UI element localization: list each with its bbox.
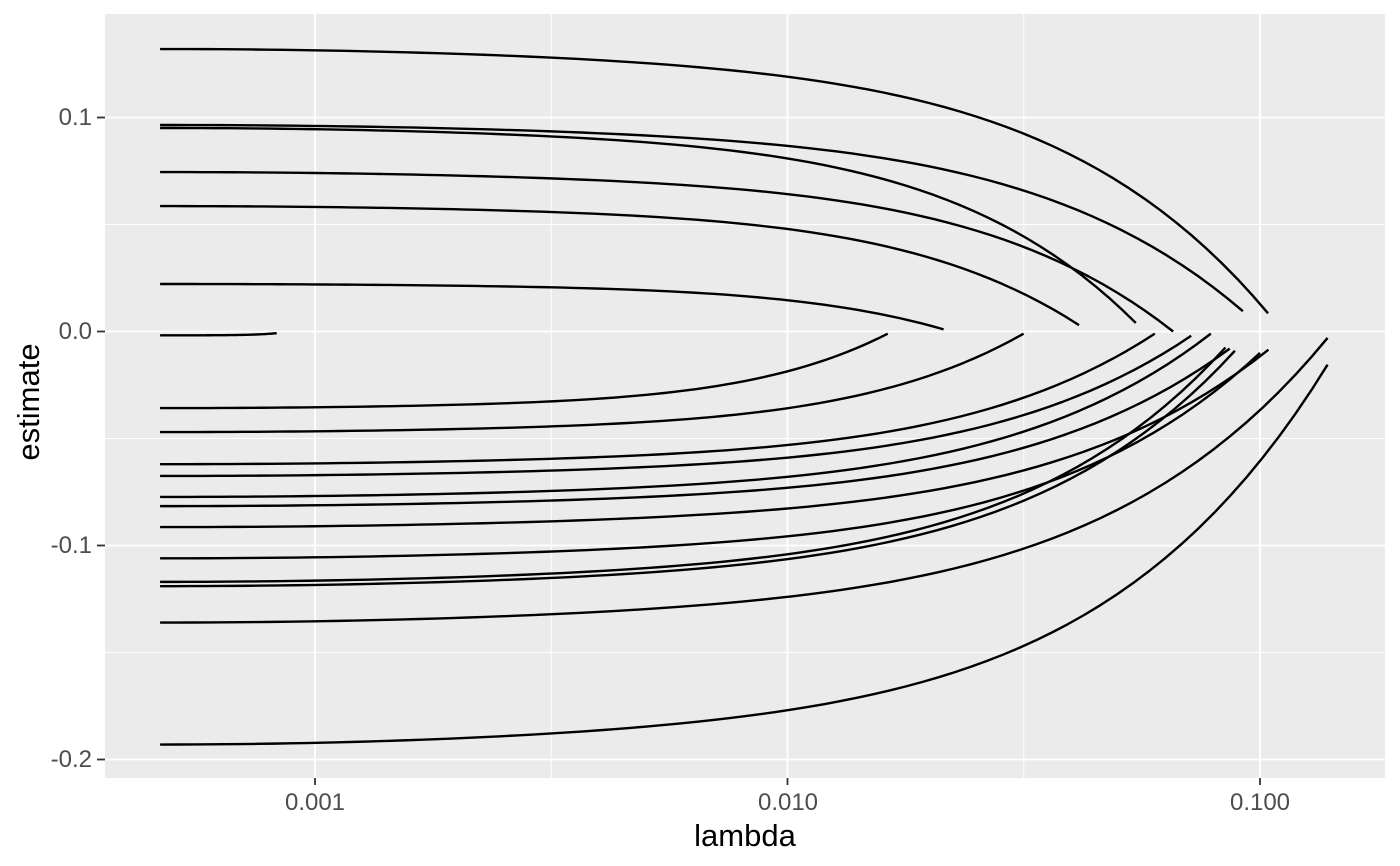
- y-axis-tick-label: -0.2: [50, 746, 92, 773]
- coefficient-path-coef-01: [160, 47, 1269, 315]
- coefficient-path-coef-15: [160, 352, 1261, 560]
- y-axis-title: estimate: [11, 343, 46, 461]
- coefficient-path-coef-05: [160, 204, 1080, 327]
- x-axis-title: lambda: [694, 818, 796, 853]
- y-axis-tick-label: 0.0: [58, 318, 92, 345]
- coefficient-path-coef-13: [160, 347, 1231, 508]
- coefficient-path-coef-19: [160, 364, 1329, 746]
- y-axis-tick-label: 0.1: [58, 104, 92, 131]
- coefficient-path-coef-14: [160, 348, 1270, 529]
- coefficient-path-coef-12: [160, 332, 1212, 499]
- coefficient-path-coef-04: [160, 170, 1174, 333]
- x-axis-tick-label: 0.010: [757, 789, 819, 816]
- coefficient-path-coef-17: [160, 349, 1236, 588]
- coefficient-path-coef-09: [160, 332, 1025, 434]
- x-axis-tick-label: 0.001: [284, 789, 346, 816]
- coefficient-path-coef-07: [160, 332, 277, 337]
- coefficient-path-coef-18: [160, 337, 1329, 624]
- coefficient-path-coef-06: [160, 282, 944, 331]
- coefficient-paths: [160, 47, 1329, 746]
- coefficient-path-coef-16: [160, 346, 1227, 584]
- coefficient-path-coef-02: [160, 123, 1244, 313]
- y-axis-tick-label: -0.1: [50, 532, 92, 559]
- coefficient-path-coef-08: [160, 332, 889, 410]
- coefficient-path-coef-03: [160, 126, 1137, 324]
- x-axis-tick-label: 0.100: [1229, 789, 1291, 816]
- coefficient-path-coef-11: [160, 334, 1192, 478]
- coefficient-path-coef-10: [160, 332, 1156, 466]
